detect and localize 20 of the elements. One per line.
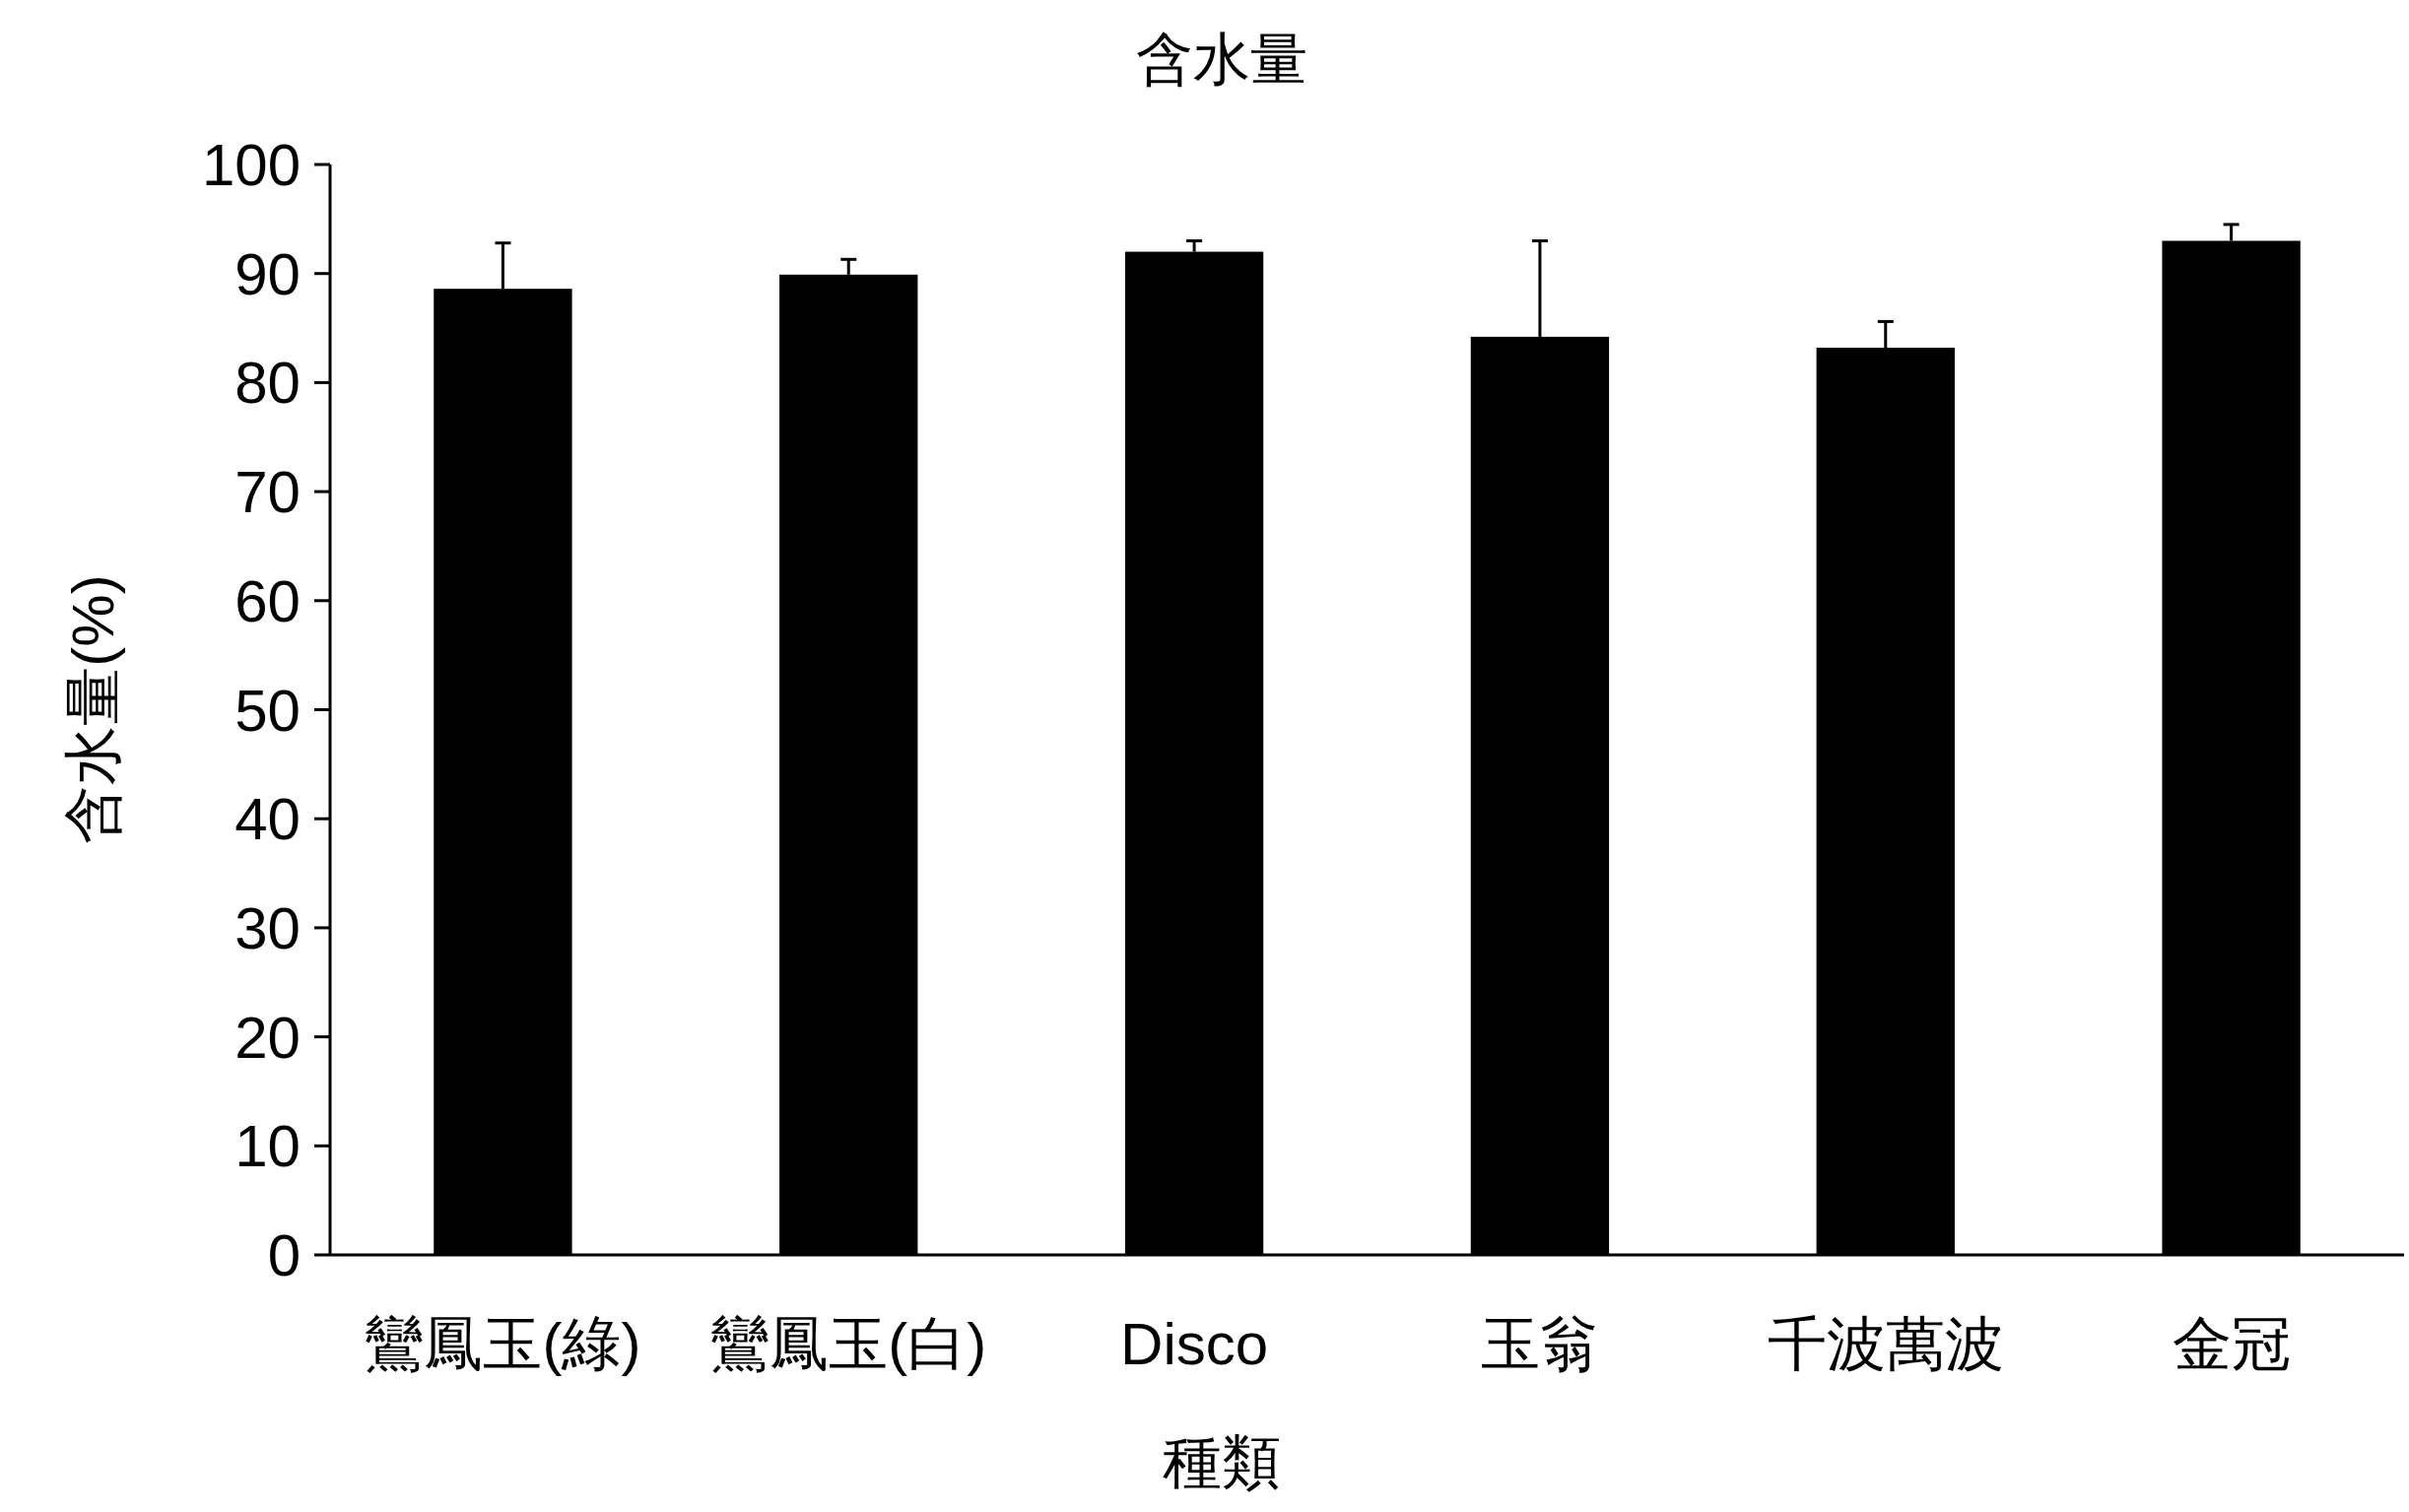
y-tick-label: 40 bbox=[234, 786, 301, 853]
y-tick-label: 50 bbox=[234, 677, 301, 744]
x-tick-label: Disco bbox=[1120, 1311, 1269, 1377]
y-tick-label: 60 bbox=[234, 567, 301, 634]
y-tick-label: 0 bbox=[267, 1222, 301, 1288]
y-tick-label: 70 bbox=[234, 459, 301, 526]
x-axis-title: 種類 bbox=[1163, 1429, 1281, 1495]
x-tick-label: 金冠 bbox=[2172, 1311, 2291, 1377]
x-tick-label: 玉翁 bbox=[1480, 1311, 1599, 1377]
chart-title: 含水量 bbox=[1136, 27, 1307, 91]
y-tick-label: 80 bbox=[234, 350, 301, 417]
x-tick-label: 千波萬波 bbox=[1767, 1311, 2004, 1377]
y-tick-label: 90 bbox=[234, 240, 301, 307]
y-tick-label: 10 bbox=[234, 1113, 301, 1180]
y-axis-title: 含水量(%) bbox=[60, 574, 126, 844]
y-tick-label: 100 bbox=[201, 132, 301, 198]
y-tick-label: 30 bbox=[234, 894, 301, 961]
x-tick-label: 鸞鳳玉(綠) bbox=[365, 1311, 641, 1377]
y-tick-label: 20 bbox=[234, 1004, 301, 1071]
x-tick-label: 鸞鳳玉(白) bbox=[710, 1311, 987, 1377]
